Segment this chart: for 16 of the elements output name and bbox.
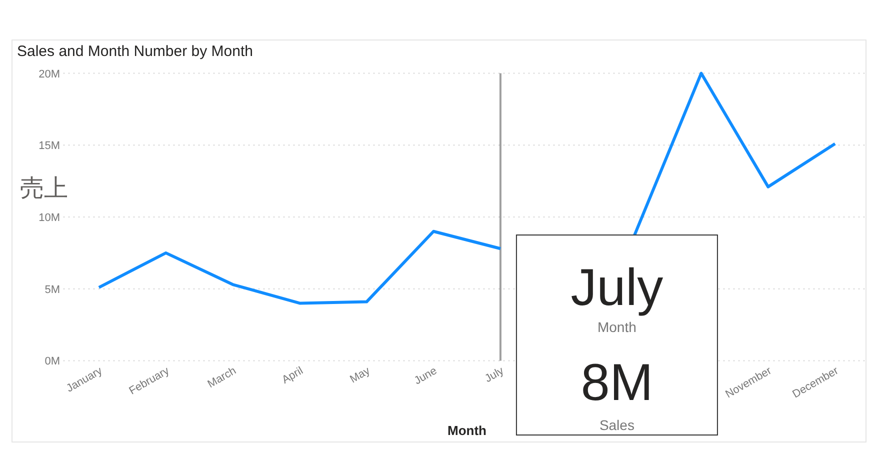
chart-title: Sales and Month Number by Month	[17, 43, 253, 60]
tooltip: July Month 8M Sales	[516, 234, 718, 436]
y-tick-label: 10M	[38, 212, 60, 224]
y-tick-label: 5M	[44, 284, 60, 296]
x-tick-label: May	[348, 364, 373, 386]
y-tick-label: 0M	[44, 356, 60, 368]
x-tick-label: July	[483, 364, 506, 386]
annotation: July	[570, 259, 664, 317]
x-axis-title: Month	[448, 423, 487, 438]
y-axis-title: 売上	[20, 175, 68, 202]
annotation: Month	[597, 319, 636, 335]
annotation: 8M	[580, 354, 654, 412]
y-tick-label: 15M	[38, 140, 60, 152]
x-tick-label: April	[280, 364, 306, 386]
x-tick-label: June	[412, 364, 440, 388]
y-tick-label: 20M	[38, 68, 60, 80]
